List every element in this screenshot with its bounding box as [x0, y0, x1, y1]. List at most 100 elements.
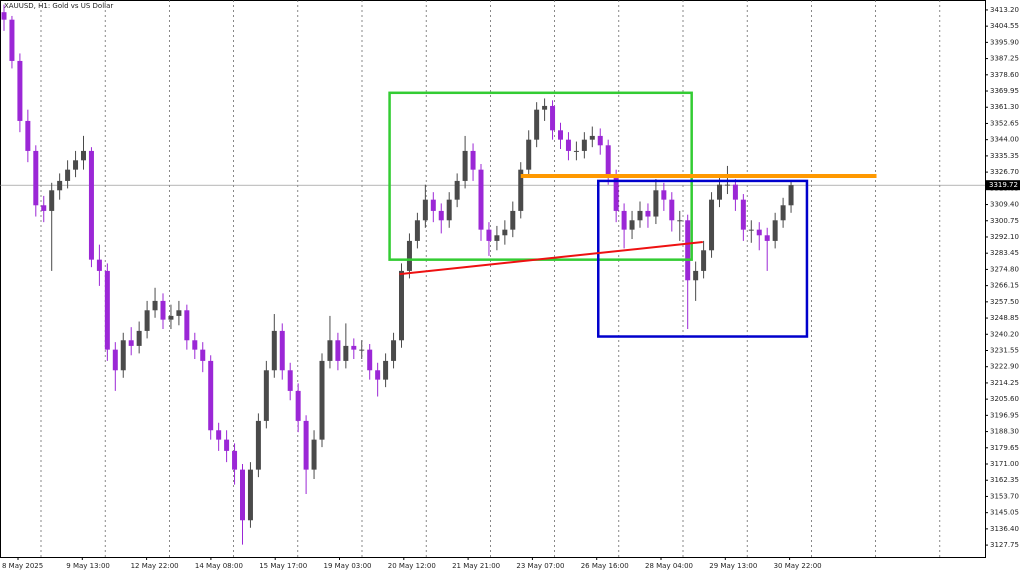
x-tick-label: 12 May 22:00: [131, 562, 179, 570]
candle-body: [438, 210, 444, 221]
candle-body: [414, 220, 420, 241]
candle-body: [184, 310, 190, 341]
candle-body: [303, 420, 309, 470]
y-tick-label: 3361.30: [990, 103, 1019, 111]
y-tick-label: 3387.25: [990, 55, 1019, 63]
y-tick-label: 3214.25: [990, 379, 1019, 387]
candle-body: [192, 340, 198, 350]
candle-body: [120, 340, 126, 371]
candle-body: [422, 199, 428, 221]
candle-body: [81, 150, 86, 161]
candle-body: [399, 270, 404, 341]
candle-body: [224, 439, 230, 451]
x-tick-label: 21 May 21:00: [452, 562, 500, 570]
candle-body: [661, 190, 667, 200]
x-tick-label: 8 May 2025: [2, 562, 43, 570]
y-tick-label: 3188.30: [990, 428, 1019, 436]
candle-body: [17, 60, 23, 121]
candle-body: [724, 184, 730, 186]
y-tick-label: 3309.40: [990, 201, 1019, 209]
y-tick-label: 3145.05: [990, 509, 1019, 517]
candle-body: [255, 420, 261, 470]
y-tick-label: 3266.15: [990, 282, 1019, 290]
candle-body: [232, 450, 238, 470]
y-tick-label: 3378.60: [990, 71, 1019, 79]
candle-body: [653, 190, 659, 217]
y-tick-label: 3292.10: [990, 233, 1019, 241]
x-tick-label: 26 May 16:00: [581, 562, 629, 570]
candle-body: [9, 19, 15, 61]
candle-body: [263, 370, 269, 421]
candle-body: [462, 150, 468, 181]
y-tick-label: 3127.75: [990, 541, 1019, 549]
y-tick-label: 3283.45: [990, 249, 1019, 257]
y-tick-label: 3300.75: [990, 217, 1019, 225]
candle-body: [375, 370, 381, 380]
candle-body: [430, 199, 436, 211]
y-tick-label: 3205.60: [990, 395, 1019, 403]
candle-body: [271, 330, 277, 371]
candle-body: [550, 105, 556, 131]
y-tick-label: 3136.40: [990, 525, 1019, 533]
candle-body: [677, 220, 683, 222]
candle-body: [73, 160, 79, 170]
candle-body: [406, 240, 412, 271]
y-tick-label: 3344.00: [990, 136, 1019, 144]
candle-body: [494, 235, 500, 241]
candle-body: [57, 180, 63, 191]
candle-body: [359, 349, 365, 351]
candle-body: [772, 220, 778, 241]
y-tick-label: 3222.90: [990, 363, 1019, 371]
chart-title: XAUUSD, H1: Gold vs US Dollar: [4, 2, 113, 10]
candle-body: [518, 169, 524, 211]
x-tick-label: 29 May 13:00: [709, 562, 757, 570]
candle-body: [542, 105, 548, 110]
candle-body: [693, 270, 699, 281]
candle-body: [613, 175, 619, 211]
y-tick-label: 3404.55: [990, 22, 1019, 30]
candle-body: [25, 120, 31, 151]
plot-frame: [0, 0, 986, 558]
candle-body: [319, 360, 325, 440]
y-tick-label: 3326.70: [990, 168, 1019, 176]
y-tick-label: 3257.50: [990, 298, 1019, 306]
y-tick-label: 3231.55: [990, 346, 1019, 354]
x-tick-label: 14 May 08:00: [195, 562, 243, 570]
candle-body: [367, 349, 373, 371]
y-tick-label: 3153.70: [990, 492, 1019, 500]
candle-body: [502, 229, 508, 236]
zone-box: [597, 179, 809, 338]
candle-body: [136, 330, 142, 346]
candle-body: [470, 150, 476, 170]
candle-body: [144, 310, 150, 331]
candle-body: [112, 349, 118, 371]
candle-body: [581, 139, 587, 151]
candle-body: [701, 250, 707, 271]
candle-body: [510, 210, 516, 230]
candle-body: [104, 270, 110, 350]
candle-body: [534, 109, 540, 140]
y-tick-label: 3413.20: [990, 6, 1019, 14]
candle-body: [709, 199, 715, 251]
candle-body: [526, 139, 532, 170]
candle-body: [446, 199, 452, 221]
x-tick-label: 20 May 12:00: [388, 562, 436, 570]
candle-body: [311, 439, 317, 470]
candle-body: [685, 220, 691, 281]
candle-body: [740, 199, 746, 230]
candle-body: [96, 259, 102, 271]
candle-body: [295, 390, 301, 421]
x-tick-label: 15 May 17:00: [259, 562, 307, 570]
y-tick-label: 3240.20: [990, 330, 1019, 338]
candle-body: [351, 345, 357, 350]
candle-body: [780, 205, 786, 221]
candle-body: [287, 370, 293, 391]
candle-body: [88, 150, 94, 260]
candle-body: [756, 229, 762, 236]
candle-body: [478, 169, 484, 230]
candle-body: [41, 205, 47, 211]
y-tick-label: 3395.90: [990, 38, 1019, 46]
candle-body: [391, 340, 397, 361]
candle-body: [128, 340, 134, 346]
y-tick-label: 3274.80: [990, 265, 1019, 273]
